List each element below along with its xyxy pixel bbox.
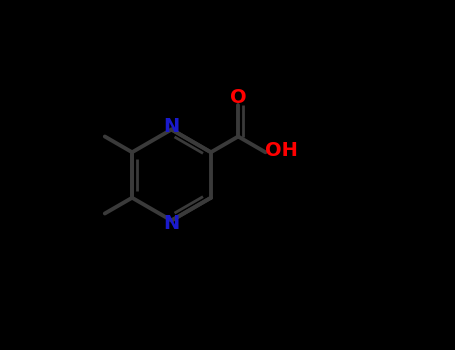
Text: OH: OH: [265, 141, 298, 160]
Text: O: O: [230, 88, 247, 107]
Text: N: N: [163, 117, 180, 136]
Text: N: N: [163, 214, 180, 233]
